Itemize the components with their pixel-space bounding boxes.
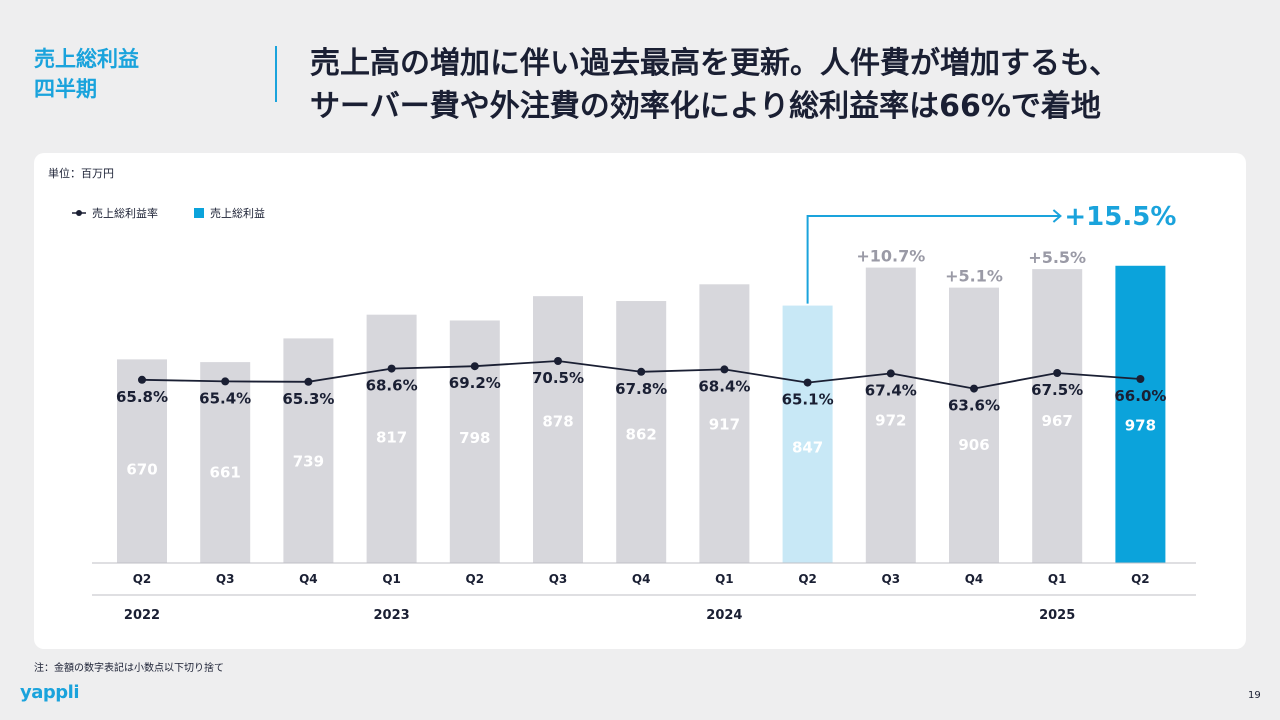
chart-card: 単位：百万円売上総利益率 売上総利益 670 661 739 817 798 878 862 91… (34, 153, 1246, 649)
rate-point (387, 364, 396, 373)
bar-q10 (949, 287, 999, 563)
growth-label: +5.1% (945, 267, 1003, 286)
bar-value-label: 862 (626, 426, 657, 444)
bar-value-label: 661 (210, 463, 241, 481)
rate-point (138, 375, 146, 384)
x-tick-label: Q2 (1131, 572, 1150, 586)
rate-point (1053, 369, 1062, 377)
rate-point (637, 367, 646, 376)
page-number: 19 (1248, 690, 1261, 701)
bar-q1 (200, 362, 251, 563)
bar-q12 (1115, 265, 1166, 563)
rate-point (886, 369, 895, 378)
year-label: 2023 (374, 608, 410, 623)
bar-q8 (782, 305, 833, 563)
rate-point (803, 378, 812, 387)
bar-value-label: 906 (958, 436, 989, 454)
rate-label: 68.4% (698, 377, 750, 395)
rate-label: 67.5% (1031, 381, 1083, 399)
unit-label: 単位：百万円 (48, 166, 114, 180)
bar-q3 (366, 314, 417, 563)
bar-q0 (117, 359, 167, 563)
rate-label: 65.4% (199, 389, 251, 407)
bar-q6 (616, 301, 667, 563)
rate-point (221, 377, 230, 386)
bar-q7 (699, 284, 750, 563)
rate-point (720, 365, 729, 374)
rate-label: 65.3% (282, 390, 334, 408)
x-tick-label: Q1 (715, 572, 734, 586)
headline-line2: サーバー費や外注費の効率化により総利益率は66%で着地 (310, 89, 1101, 124)
bar-q5 (533, 296, 583, 563)
bar-value-label: 878 (542, 412, 573, 430)
yappli-logo: yappli (20, 682, 80, 703)
bar-value-label: 967 (1042, 412, 1073, 430)
x-tick-label: Q3 (549, 572, 568, 586)
yoy-arrow-line (806, 215, 1061, 304)
bar-value-label: 817 (376, 429, 407, 447)
x-tick-label: Q1 (382, 572, 401, 586)
rate-point (304, 377, 313, 386)
rate-point (970, 384, 978, 393)
x-tick-label: Q2 (133, 572, 152, 586)
year-label: 2024 (706, 608, 742, 623)
bar-value-label: 978 (1125, 416, 1156, 434)
rate-label: 63.6% (948, 397, 1000, 415)
x-tick-label: Q4 (632, 572, 651, 586)
rate-label: 67.8% (615, 380, 667, 398)
growth-label: +10.7% (856, 247, 925, 266)
x-tick-label: Q2 (466, 572, 485, 586)
yoy-callout-label: +15.5% (1064, 202, 1176, 232)
rate-label: 65.1% (782, 391, 834, 409)
bar-value-label: 798 (459, 429, 490, 447)
rate-point (470, 362, 479, 371)
bar-value-label: 739 (293, 453, 324, 471)
header-divider (275, 46, 277, 102)
rate-label: 67.4% (865, 381, 917, 399)
year-label: 2022 (124, 608, 160, 623)
bar-q2 (283, 338, 334, 563)
legend-bar-swatch (194, 208, 204, 218)
x-tick-label: Q4 (299, 572, 318, 586)
rate-label: 65.8% (116, 388, 168, 406)
bar-value-label: 972 (875, 412, 906, 430)
bar-q9 (865, 267, 916, 563)
rate-label: 70.5% (532, 369, 584, 387)
rate-point (1136, 375, 1145, 383)
rate-label: 68.6% (366, 377, 418, 395)
footnote: 注：金額の数字表記は小数点以下切り捨て (34, 663, 224, 674)
bar-q4 (449, 320, 500, 563)
x-tick-label: Q3 (216, 572, 235, 586)
legend-rate-label: 売上総利益率 (92, 206, 158, 220)
x-tick-label: Q2 (798, 572, 817, 586)
rate-label: 69.2% (449, 374, 501, 392)
section-label-line1: 売上総利益 (34, 47, 139, 71)
legend-bar-label: 売上総利益 (210, 206, 265, 220)
yoy-arrow-head (1052, 209, 1062, 223)
headline: 売上高の増加に伴い過去最高を更新。人件費が増加するも、 サーバー費や外注費の効率… (310, 42, 1250, 128)
section-label: 売上総利益 四半期 (34, 44, 139, 104)
bar-q11 (1032, 269, 1083, 563)
bar-value-label: 670 (126, 460, 157, 478)
headline-line1: 売上高の増加に伴い過去最高を更新。人件費が増加するも、 (310, 46, 1120, 81)
legend-line-marker (76, 210, 82, 216)
rate-point (554, 357, 562, 365)
rate-label: 66.0% (1114, 387, 1166, 405)
bar-value-label: 847 (792, 438, 823, 456)
x-tick-label: Q1 (1048, 572, 1067, 586)
section-label-line2: 四半期 (34, 77, 97, 101)
year-label: 2025 (1039, 608, 1075, 623)
bar-value-label: 917 (709, 415, 740, 433)
x-tick-label: Q4 (965, 572, 984, 586)
x-tick-label: Q3 (882, 572, 901, 586)
growth-label: +5.5% (1028, 248, 1086, 267)
